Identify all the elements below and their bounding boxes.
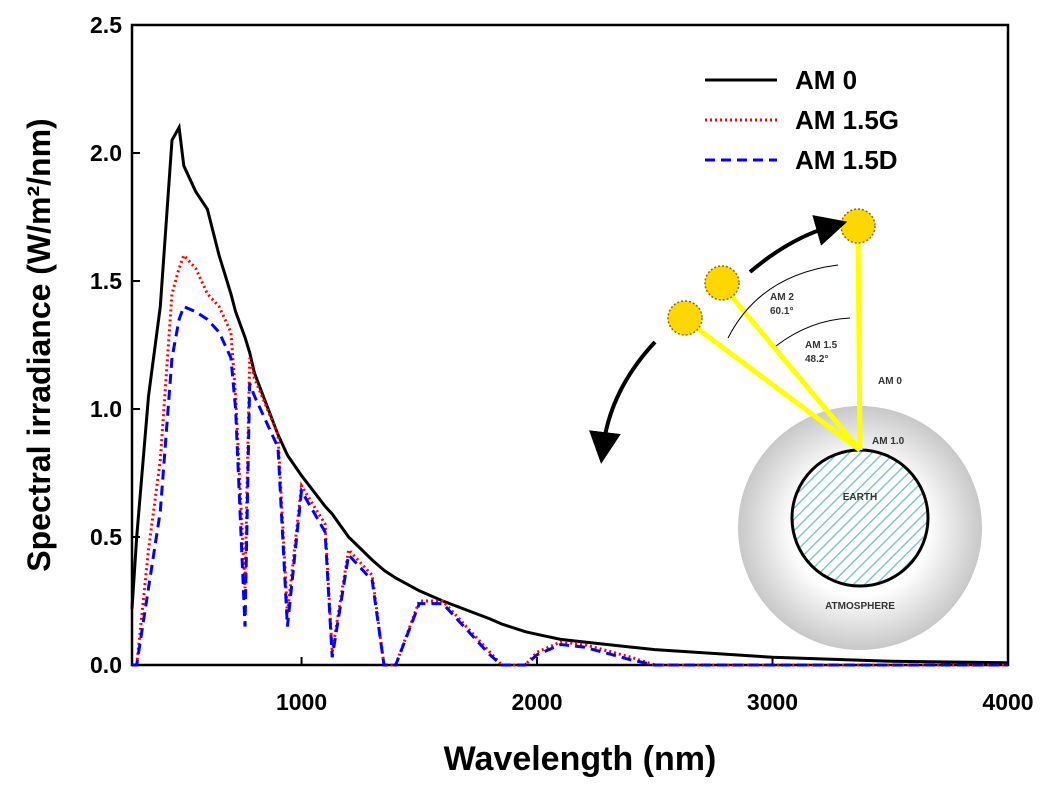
angle-arc (775, 317, 851, 347)
inset-label: EARTH (843, 492, 877, 503)
inset-diagram: AM 2 60.1° AM 1.5 48.2° AM 0 AM 1.0 EART… (589, 208, 982, 650)
inset-label: 48.2° (805, 354, 828, 365)
y-tick-label: 2.5 (90, 12, 122, 38)
inset-label: 60.1° (770, 306, 793, 317)
inset-label: AM 1.5 (805, 340, 838, 351)
sun-rays (684, 227, 863, 453)
inset-label: AM 1.0 (872, 436, 905, 447)
suns (667, 208, 876, 336)
y-tick-label: 0.0 (90, 652, 122, 678)
arrow (589, 340, 657, 464)
inset-label: ATMOSPHERE (825, 601, 895, 612)
x-axis-title: Wavelength (nm) (444, 740, 717, 778)
earth (790, 448, 930, 588)
arrow (748, 215, 848, 274)
legend-label: AM 1.5D (795, 145, 898, 175)
series-line (130, 122, 1009, 665)
inset-label: AM 0 (878, 376, 902, 387)
plot-frame (130, 23, 1010, 667)
y-tick-label: 1.0 (90, 396, 122, 422)
legend-label: AM 1.5G (795, 105, 899, 135)
series-line (132, 252, 1008, 667)
series-line (132, 304, 1008, 667)
x-tick-label: 2000 (511, 689, 562, 715)
y-tick-label: 2.0 (90, 140, 122, 166)
y-tick-label: 0.5 (90, 524, 122, 550)
legend-label: AM 0 (795, 65, 857, 95)
angle-arc (727, 264, 839, 339)
inset-label: AM 2 (770, 292, 794, 303)
x-tick-label: 4000 (982, 689, 1033, 715)
y-tick-label: 1.5 (90, 268, 122, 294)
y-axis-title: Spectral irradiance (W/m²/nm) (21, 118, 57, 571)
x-tick-label: 3000 (747, 689, 798, 715)
x-tick-label: 1000 (276, 689, 327, 715)
